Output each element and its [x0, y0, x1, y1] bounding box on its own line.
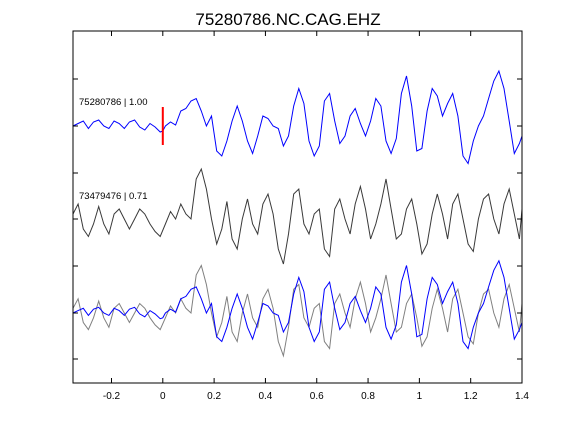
series-line-overlay-gray [72, 264, 523, 358]
x-axis: -0.2 0 0.2 0.4 0.6 0.8 1 1.2 1.4 [73, 31, 529, 402]
x-tick-label: 0.6 [310, 391, 324, 402]
trace-label-reference: 75280786 | 1.00 [79, 97, 148, 108]
x-tick-label: -0.2 [103, 391, 121, 402]
x-tick-label: 0 [160, 391, 166, 402]
x-tick-label: 1.2 [464, 391, 478, 402]
trace-label-correlated: 73479476 | 0.71 [79, 191, 148, 202]
x-tick-label: 0.8 [361, 391, 375, 402]
x-tick-label: 1 [417, 391, 423, 402]
x-tick-label: 1.4 [515, 391, 529, 402]
plot-frame [72, 30, 523, 384]
x-tick-label: 0.2 [207, 391, 221, 402]
series-line-reference [72, 69, 523, 165]
plot-area: 75280786 | 1.00 73479476 | 0.71 [72, 69, 523, 358]
x-tick-label: 0.4 [258, 391, 272, 402]
series-line-correlated [72, 167, 523, 265]
series-line-overlay-blue [72, 259, 523, 350]
chart-title: 75280786.NC.CAG.EHZ [195, 10, 380, 29]
